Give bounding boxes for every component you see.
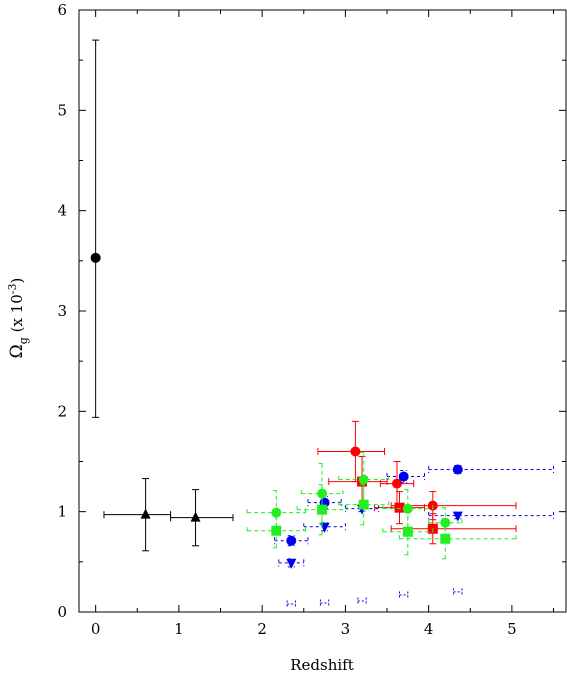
x-axis-label: Redshift: [290, 656, 354, 674]
y-tick-label: 6: [57, 1, 67, 19]
data-marks-group: [90, 39, 555, 608]
x-tick-label: 4: [424, 620, 434, 638]
x-tick-label: 1: [174, 620, 184, 638]
data-point-triangle-down: [452, 511, 463, 522]
data-point-square: [440, 533, 451, 544]
data-point-square: [402, 526, 413, 537]
data-point-circle: [392, 478, 403, 489]
x-tick-label: 2: [257, 620, 267, 638]
data-point-square: [394, 502, 405, 513]
data-point-circle: [90, 252, 101, 263]
data-point-triangle-up: [140, 508, 151, 519]
y-tick-label: 1: [57, 503, 67, 521]
data-point-circle: [398, 471, 409, 482]
data-point-circle: [358, 474, 369, 485]
data-point-circle: [286, 535, 297, 546]
y-axis-label: Ωg (x 10-3): [6, 278, 30, 359]
y-tick-label: 0: [57, 603, 67, 621]
y-tick-label: 2: [57, 402, 67, 420]
y-tick-label: 5: [57, 101, 67, 119]
y-tick-label: 4: [57, 202, 67, 220]
data-point-square: [317, 504, 328, 515]
y-tick-label: 3: [57, 302, 67, 320]
data-point-triangle-up: [190, 511, 201, 522]
data-point-square: [358, 499, 369, 510]
axes-group: 0 1 2 3 4 5 0 1 2 3 4 5 6: [57, 1, 567, 638]
data-point-triangle-down: [286, 558, 297, 569]
data-point-circle: [350, 446, 361, 457]
data-point-circle: [317, 488, 328, 499]
x-tick-label: 3: [341, 620, 351, 638]
data-point-circle: [452, 464, 463, 475]
data-point-square: [271, 525, 282, 536]
data-point-circle: [271, 507, 282, 518]
x-tick-label: 5: [507, 620, 517, 638]
x-tick-label: 0: [91, 620, 101, 638]
